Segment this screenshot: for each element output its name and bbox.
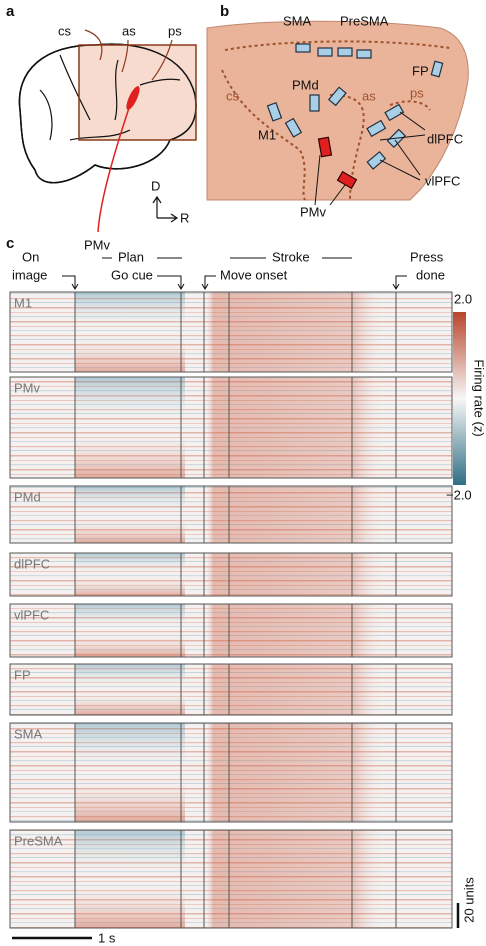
heatmaps: M1 PMv PMd dlPFC vlPFC FP SMA PreSMA — [9, 291, 453, 929]
pmv-pointer — [97, 104, 131, 233]
area-label: dlPFC — [427, 131, 463, 146]
array — [356, 49, 372, 59]
colorbar-max: 2.0 — [454, 291, 472, 306]
heatmap-shade — [10, 604, 452, 657]
region-label: PMv — [14, 380, 41, 395]
panel-letter: a — [6, 3, 15, 20]
area-label: M1 — [258, 127, 276, 142]
heatmap-shade — [10, 553, 452, 596]
event-label: image — [12, 267, 47, 282]
heatmap-shade — [10, 723, 452, 822]
heatmap-frame — [9, 603, 453, 658]
heatmap-shade — [10, 664, 452, 715]
heatmap-frame — [9, 722, 453, 823]
sulcus-label: cs — [226, 88, 240, 103]
heatmap-shade — [10, 377, 452, 478]
heatmap-shade — [10, 486, 452, 543]
heatmap-frame — [9, 552, 453, 597]
event-label: Press — [410, 249, 444, 264]
event-label: Plan — [118, 249, 144, 264]
time-scale-label: 1 s — [98, 930, 116, 945]
pmv-array — [317, 136, 333, 158]
area-label: PMd — [292, 77, 319, 92]
array — [384, 103, 405, 122]
array — [317, 47, 333, 57]
region-box — [78, 44, 197, 141]
array — [309, 94, 320, 112]
array — [327, 86, 347, 107]
heatmap-frame — [9, 291, 453, 373]
pmv-site — [126, 86, 140, 110]
event-label: On — [22, 249, 39, 264]
pmv-array — [336, 170, 358, 190]
sulcus-line — [39, 54, 181, 141]
orientation-arrows — [152, 195, 179, 223]
event-label: Go cue — [111, 267, 153, 282]
colorbar — [453, 312, 466, 485]
colorbar-label: Firing rate (z) — [472, 359, 486, 436]
axis-label: R — [180, 210, 189, 225]
array — [284, 117, 303, 138]
sulcus-label: ps — [168, 23, 182, 38]
axis-label: D — [151, 178, 160, 193]
array — [366, 119, 387, 138]
region-label: PMd — [14, 489, 41, 504]
unit-scale-label: 20 units — [461, 877, 476, 923]
heatmap-frame — [9, 376, 453, 479]
heatmap-shade — [10, 830, 452, 928]
array — [266, 102, 283, 122]
pointer-line — [314, 111, 426, 206]
event-label: Stroke — [272, 249, 310, 264]
event-label: Move onset — [220, 267, 288, 282]
panel-letter: b — [220, 3, 229, 20]
array — [337, 47, 353, 57]
area-label: PreSMA — [340, 13, 389, 28]
region-label: dlPFC — [14, 556, 50, 571]
array — [366, 150, 387, 170]
sulcus-pointer — [84, 29, 173, 81]
heatmap-frame — [9, 663, 453, 716]
array — [295, 43, 311, 53]
region-label: FP — [14, 667, 31, 682]
region-label: M1 — [14, 295, 32, 310]
cortex-surface — [206, 20, 469, 201]
array — [430, 60, 444, 78]
sulcus-label: ps — [410, 85, 424, 100]
area-label: PMv — [84, 237, 111, 252]
event-marker — [62, 257, 407, 290]
colorbar-min: −2.0 — [446, 487, 472, 502]
event-label: done — [416, 267, 445, 282]
area-label: FP — [412, 63, 429, 78]
panel-letter: c — [6, 235, 14, 252]
heatmap-shade — [10, 292, 452, 372]
region-label: SMA — [14, 726, 43, 741]
area-label: PMv — [300, 204, 327, 219]
sulcus-label: cs — [58, 23, 72, 38]
heatmap-frame — [9, 485, 453, 544]
region-label: PreSMA — [14, 833, 63, 848]
sulcus-label: as — [122, 23, 136, 38]
region-label: vlPFC — [14, 607, 49, 622]
area-label: vlPFC — [425, 173, 460, 188]
area-label: SMA — [283, 13, 312, 28]
heatmap-frame — [9, 829, 453, 929]
sulcus-label: as — [362, 88, 376, 103]
